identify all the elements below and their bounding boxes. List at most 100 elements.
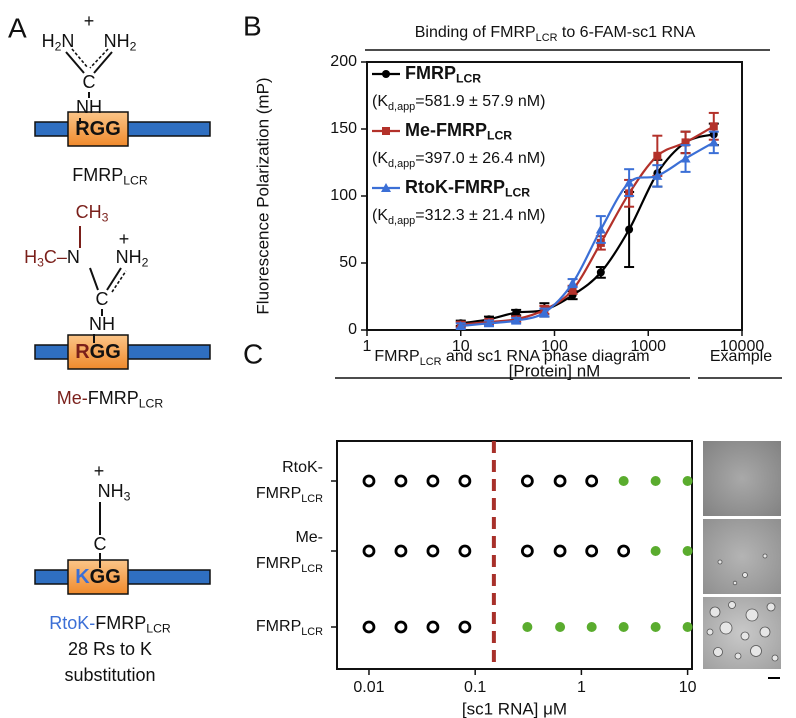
droplet-point — [650, 476, 661, 486]
no-droplet-point — [553, 544, 567, 558]
atom-label: + — [94, 461, 105, 481]
text-part: FMRP — [88, 388, 139, 408]
y-axis-label: Fluorescence Polarization (mP) — [253, 77, 272, 314]
marker — [568, 285, 577, 294]
text-part: + — [84, 11, 95, 31]
atom-label: NH — [76, 97, 102, 117]
residue-label: RGG — [75, 341, 121, 363]
subscript: LCR — [301, 563, 323, 575]
text-part: + — [119, 229, 130, 249]
text-part: C — [83, 72, 96, 92]
row-label: FMRPLCR — [256, 555, 323, 574]
panel-label: B — [243, 10, 262, 41]
no-droplet-point — [426, 620, 440, 634]
residue-box — [67, 334, 129, 370]
x-tick-label: 0.01 — [353, 679, 384, 696]
construct-name: 28 Rs to K — [68, 639, 152, 659]
marker — [512, 308, 521, 317]
subscript: LCR — [420, 356, 442, 368]
bond — [106, 267, 122, 291]
legend-label: FMRPLCR — [405, 63, 481, 86]
legend-marker — [381, 183, 391, 192]
marker — [595, 224, 606, 234]
row-label: FMRPLCR — [256, 485, 323, 504]
text-part: substitution — [64, 665, 155, 685]
x-tick-label: 0.1 — [464, 679, 486, 696]
micrographs — [703, 441, 781, 679]
text-part: FMRP — [95, 613, 146, 633]
row-label: FMRPLCR — [256, 618, 323, 637]
no-droplet-point — [585, 544, 599, 558]
series-line — [460, 141, 715, 328]
text-part: NH — [116, 247, 142, 267]
no-droplet-point — [426, 474, 440, 488]
text-part: Me-FMRP — [405, 120, 487, 140]
atom-label: C — [96, 289, 109, 309]
text-part: FMRP — [256, 618, 301, 635]
no-droplet-point — [394, 544, 408, 558]
atom-label: H2N — [42, 31, 75, 54]
no-droplet-point — [520, 474, 534, 488]
text-part: (K — [372, 207, 388, 224]
bond — [93, 51, 113, 74]
y-tick-label: 150 — [330, 120, 357, 137]
atom-label: NH2 — [116, 247, 149, 270]
bond — [89, 48, 109, 69]
atom-label: C — [94, 534, 107, 554]
text-part: RtoK-FMRP — [405, 177, 505, 197]
text-part: C– — [44, 247, 67, 267]
atom-label: CH3 — [76, 202, 109, 225]
text-part: C — [96, 289, 109, 309]
text-part: R — [75, 341, 90, 363]
bond — [89, 267, 99, 291]
bond — [111, 270, 127, 293]
text-part: GG — [90, 341, 121, 363]
marker — [709, 122, 718, 131]
legend-marker — [382, 70, 390, 78]
micrograph — [703, 519, 781, 594]
text-part: R — [75, 118, 90, 140]
text-part: FMRP — [256, 485, 301, 502]
text-part: FMRP — [374, 348, 419, 365]
micrograph — [703, 441, 781, 516]
no-droplet-point — [617, 544, 631, 558]
residue-box — [67, 559, 129, 595]
subscript: LCR — [505, 186, 530, 200]
subscript: LCR — [123, 174, 148, 188]
bond — [71, 48, 89, 69]
x-tick-label: 1000 — [630, 338, 666, 355]
chart-title: Binding of FMRPLCR to 6-FAM-sc1 RNA — [415, 24, 696, 43]
text-part: N — [61, 31, 74, 51]
subscript: 3 — [102, 211, 109, 225]
text-part: =581.9 ± 57.9 nM) — [415, 93, 545, 110]
residue-box — [67, 111, 129, 147]
fit-annotation: (Kd,app=312.3 ± 21.4 nM) — [372, 207, 545, 226]
droplet-point — [522, 622, 533, 632]
droplet-point — [586, 622, 597, 632]
text-part: NH — [104, 31, 130, 51]
subscript: LCR — [146, 622, 171, 636]
droplet-point — [650, 622, 661, 632]
no-droplet-point — [362, 544, 376, 558]
no-droplet-point — [458, 544, 472, 558]
marker — [625, 225, 634, 234]
construct-name: RtoK-FMRPLCR — [49, 613, 171, 636]
marker — [653, 151, 662, 160]
text-part: Me- — [295, 529, 323, 546]
no-droplet-point — [394, 620, 408, 634]
text-part: =312.3 ± 21.4 nM) — [415, 207, 545, 224]
text-part: and sc1 RNA phase diagram — [441, 348, 649, 365]
marker — [624, 177, 635, 187]
row-label: Me- — [295, 529, 323, 546]
subscript: LCR — [536, 32, 558, 44]
subscript: LCR — [487, 129, 512, 143]
subscript: 3 — [124, 490, 131, 504]
subscript: LCR — [456, 72, 481, 86]
text-part: to 6-FAM-sc1 RNA — [557, 24, 695, 41]
x-tick-label: 100 — [541, 338, 568, 355]
x-axis-label: [sc1 RNA] μM — [462, 699, 567, 718]
marker — [708, 137, 719, 147]
x-axis-label: [Protein] nM — [509, 361, 601, 380]
text-part: FMRP — [72, 165, 123, 185]
legend-label: Me-FMRPLCR — [405, 120, 512, 143]
